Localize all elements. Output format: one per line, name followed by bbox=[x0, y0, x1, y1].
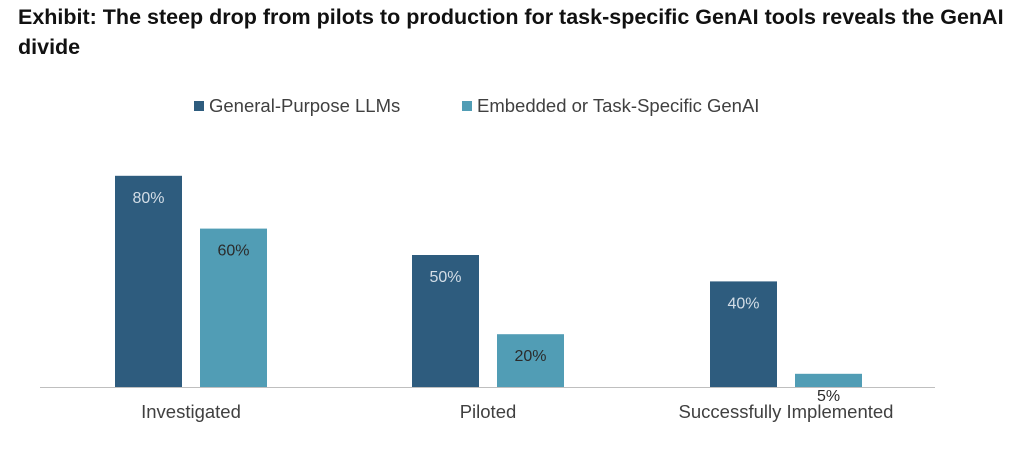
legend-label-1: General-Purpose LLMs bbox=[209, 95, 400, 116]
data-label-s1-1: 80% bbox=[132, 190, 164, 207]
data-label-s1-2: 50% bbox=[429, 269, 461, 286]
bar-s2-piloted bbox=[497, 334, 564, 387]
bar-s1-successfully-implemented bbox=[710, 281, 777, 387]
bar-s2-successfully-implemented bbox=[795, 373, 862, 387]
data-label-s1-3: 40% bbox=[727, 295, 759, 312]
bar-s2-investigated bbox=[200, 228, 267, 387]
category-label-investigated: Investigated bbox=[141, 401, 241, 422]
category-label-piloted: Piloted bbox=[460, 401, 517, 422]
bar-s1-piloted bbox=[412, 255, 479, 387]
category-labels-group: Investigated Piloted Successfully Implemen… bbox=[141, 401, 893, 422]
bar-s1-investigated bbox=[115, 175, 182, 387]
chart-title: Exhibit: The steep drop from pilots to p… bbox=[18, 5, 1004, 59]
category-label-successfully-implemented: Successfully Implemented bbox=[679, 401, 894, 422]
legend: General-Purpose LLMs Embedded or Task-Spe… bbox=[194, 95, 759, 116]
legend-swatch-2 bbox=[462, 101, 472, 111]
data-label-s2-3: 5% bbox=[817, 388, 840, 405]
data-label-s2-2: 20% bbox=[514, 348, 546, 365]
data-labels-group: 80% 50% 40% 60% 20% 5% bbox=[132, 190, 840, 405]
bars-group bbox=[115, 175, 862, 387]
legend-label-2: Embedded or Task-Specific GenAI bbox=[477, 95, 759, 116]
data-label-s2-1: 60% bbox=[217, 243, 249, 260]
legend-swatch-1 bbox=[194, 101, 204, 111]
